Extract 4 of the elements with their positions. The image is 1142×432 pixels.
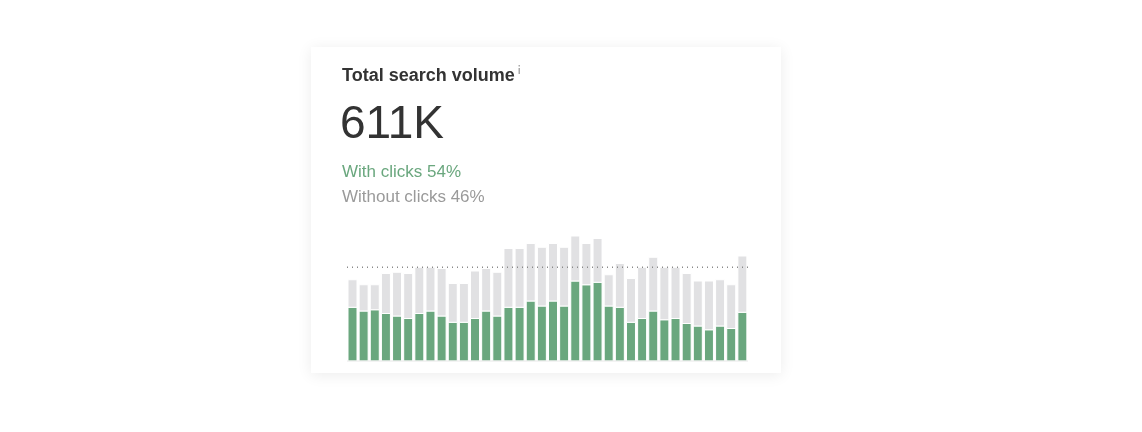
text: Without clicks 46% — [342, 186, 485, 208]
text: With clicks 54% — [342, 161, 463, 183]
chart-subtitle: 611K — [340, 95, 445, 149]
chart-title: Total search volume — [342, 65, 515, 85]
